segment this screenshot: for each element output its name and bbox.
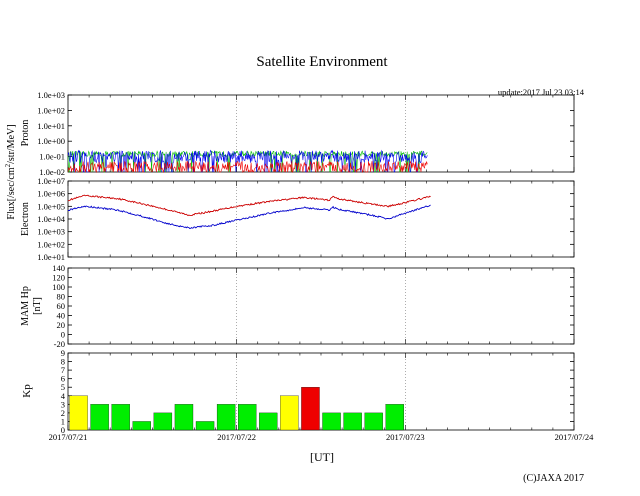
proton-series-ch2 <box>67 150 428 173</box>
kp-bar <box>111 404 130 431</box>
mam-unit-label: [nT] <box>32 297 43 315</box>
kp-ytick-label: 0 <box>61 425 65 435</box>
proton-series-ch1 <box>67 149 428 173</box>
kp-bar <box>343 412 362 431</box>
mam-ytick-label: 100 <box>52 282 65 292</box>
proton-ytick-label: 1.0e-02 <box>39 167 65 177</box>
electron-ytick-label: 1.0e+01 <box>37 252 65 262</box>
electron-ytick-label: 1.0e+04 <box>37 214 65 224</box>
plot-marks: 1.0e-02 1.0e-01 1.0e+00 1.0e+01 1.0e+02 1.0e+… <box>37 90 594 442</box>
kp-bar <box>238 404 257 431</box>
kp-bar <box>280 395 299 431</box>
proton-ytick-label: 1.0e+01 <box>37 121 65 131</box>
electron-series-low <box>67 204 431 229</box>
electron-ytick-label: 1.0e+02 <box>37 239 65 249</box>
kp-bar <box>259 412 278 431</box>
mam-ytick-label: 20 <box>57 320 66 330</box>
electron-ytick-label: 1.0e+05 <box>37 201 65 211</box>
kp-ylabel: Kp <box>21 384 33 398</box>
proton-ytick-label: 1.0e-01 <box>39 152 65 162</box>
kp-bar <box>322 412 341 431</box>
kp-ytick-label: 2 <box>61 408 65 418</box>
mam-ytick-label: 80 <box>57 292 66 302</box>
kp-bar <box>174 404 194 431</box>
mam-ytick-label: 120 <box>52 273 65 283</box>
electron-ytick-label: 1.0e+06 <box>37 189 65 199</box>
kp-ytick-label: 8 <box>61 357 65 367</box>
mam-panel: MAM Hp [nT] <box>20 267 575 345</box>
proton-series-ch3 <box>67 160 428 174</box>
kp-bar <box>132 421 151 431</box>
flux-ylabel: Flux[/sec/cm2/str/MeV] <box>4 124 17 219</box>
chart-title: Satellite Environment <box>256 54 388 70</box>
electron-frame <box>67 180 575 258</box>
mam-frame <box>67 267 575 345</box>
kp-ytick-label: 5 <box>61 382 65 392</box>
mam-ytick-label: 60 <box>57 301 66 311</box>
electron-ytick-label: 1.0e+07 <box>37 176 65 186</box>
kp-ytick-label: 1 <box>61 416 65 426</box>
mam-ytick-label: 40 <box>57 311 66 321</box>
kp-bar <box>301 387 320 431</box>
kp-ytick-label: 3 <box>61 399 65 409</box>
electron-series-high <box>67 194 431 217</box>
x-tick-label: 2017/07/21 <box>49 432 88 442</box>
kp-bar <box>195 421 215 431</box>
kp-ytick-label: 6 <box>61 374 65 384</box>
proton-ytick-label: 1.0e+02 <box>37 105 65 115</box>
kp-ytick-label: 9 <box>61 348 65 358</box>
mam-ylabel: MAM Hp <box>20 286 31 326</box>
kp-bar <box>69 395 88 431</box>
mam-ytick-label: 0 <box>61 330 65 340</box>
x-tick-label: 2017/07/24 <box>555 432 594 442</box>
kp-frame <box>67 352 575 431</box>
kp-bar <box>153 412 173 431</box>
electron-panel: Electron <box>20 180 575 258</box>
mam-ytick-label: 140 <box>52 263 65 273</box>
x-axis-label: [UT] <box>310 450 334 464</box>
electron-ytick-label: 1.0e+03 <box>37 227 65 237</box>
kp-bar <box>364 412 383 431</box>
update-timestamp: update:2017 Jul 23 03:14 <box>498 87 585 97</box>
proton-ylabel: Proton <box>20 120 31 147</box>
kp-ytick-label: 7 <box>61 365 65 375</box>
proton-ytick-label: 1.0e+00 <box>37 136 65 146</box>
kp-ytick-label: 4 <box>61 391 66 401</box>
mam-ytick-label: -20 <box>54 339 65 349</box>
x-tick-label: 2017/07/22 <box>217 432 256 442</box>
kp-bar <box>90 404 109 431</box>
copyright: (C)JAXA 2017 <box>523 473 584 484</box>
proton-ytick-label: 1.0e+03 <box>37 90 65 100</box>
kp-bar <box>385 404 404 431</box>
kp-bar <box>216 404 236 431</box>
proton-frame <box>67 94 575 173</box>
x-tick-label: 2017/07/23 <box>386 432 425 442</box>
electron-ylabel: Electron <box>20 202 31 236</box>
